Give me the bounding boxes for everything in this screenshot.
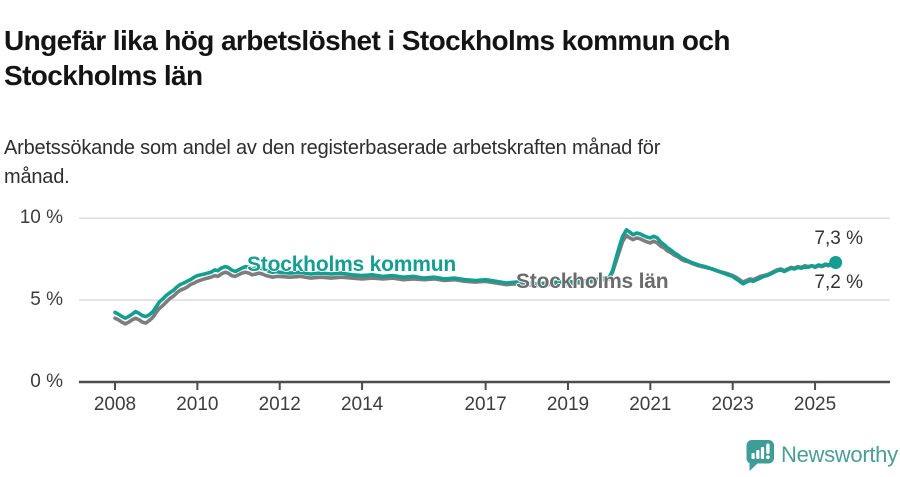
series-end-dot (829, 255, 843, 269)
x-axis-tick-label: 2014 (340, 394, 384, 415)
end-value-label-kommun: 7,3 % (814, 228, 863, 249)
bar-chart-bubble-icon (744, 439, 775, 472)
page-title: Ungefär lika hög arbetslöshet i Stockhol… (4, 24, 731, 92)
y-axis-tick-label: 0 % (30, 371, 63, 392)
x-axis-tick-label: 2012 (258, 394, 301, 415)
x-axis-tick-label: 2019 (546, 394, 590, 415)
x-axis-tick-label: 2023 (711, 394, 754, 415)
y-axis-tick-label: 5 % (30, 289, 63, 311)
end-value-label-lan: 7,2 % (814, 272, 863, 293)
x-axis-tick-label: 2025 (793, 394, 837, 415)
newsworthy-logo: Newsworthy (744, 438, 898, 472)
x-axis-tick-label: 2008 (93, 394, 137, 415)
x-axis-tick-label: 2010 (176, 394, 219, 415)
x-axis-tick-label: 2017 (464, 394, 507, 415)
y-axis-tick-label: 10 % (19, 207, 63, 229)
series-label-stockholms-kommun: Stockholms kommun (247, 253, 456, 276)
series-line (113, 228, 838, 321)
brand-name: Newsworthy (781, 442, 898, 467)
x-axis-tick-label: 2021 (629, 394, 672, 415)
page-subtitle: Arbetssökande som andel av den registerb… (4, 137, 661, 188)
series-label-stockholms-lan: Stockholms län (516, 270, 669, 293)
